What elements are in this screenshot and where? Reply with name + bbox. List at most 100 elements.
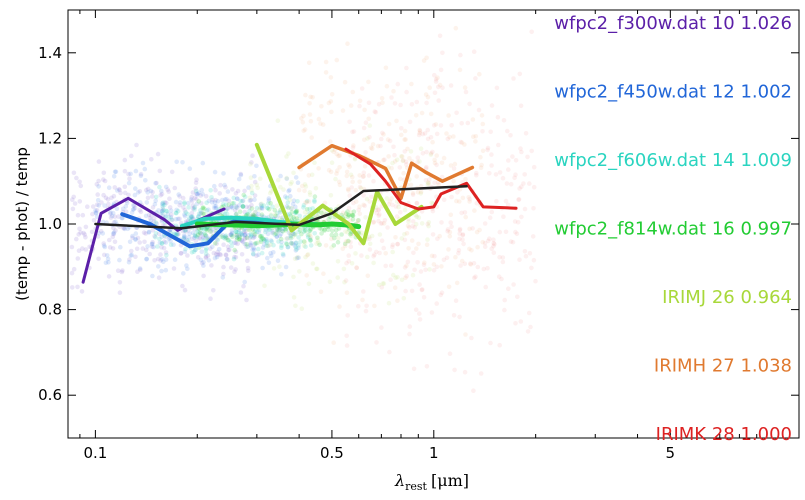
- scatter-point: [433, 76, 439, 82]
- scatter-point: [96, 184, 101, 189]
- scatter-point: [419, 110, 425, 116]
- scatter-point: [294, 216, 300, 221]
- scatter-point: [425, 221, 431, 227]
- y-tick-label: 1.2: [38, 129, 62, 147]
- scatter-point: [361, 289, 366, 294]
- scatter-point: [241, 192, 246, 198]
- scatter-point: [343, 213, 348, 218]
- scatter-point: [276, 239, 281, 244]
- scatter-point: [70, 206, 76, 212]
- scatter-point: [349, 213, 355, 218]
- scatter-point: [212, 204, 217, 209]
- scatter-point: [337, 304, 342, 309]
- scatter-point: [380, 281, 386, 286]
- scatter-point: [200, 211, 206, 216]
- scatter-point: [200, 205, 206, 210]
- scatter-point: [118, 244, 123, 250]
- y-axis-label: (temp - phot) / temp: [13, 147, 31, 301]
- scatter-point: [399, 132, 404, 138]
- scatter-point: [315, 237, 321, 243]
- x-tick-label: 5: [666, 444, 676, 462]
- scatter-point: [166, 215, 172, 220]
- scatter-point: [331, 340, 337, 346]
- scatter-point: [150, 190, 155, 195]
- scatter-point: [307, 228, 312, 234]
- scatter-point: [188, 214, 194, 220]
- scatter-point: [313, 186, 319, 191]
- scatter-point: [331, 149, 336, 154]
- scatter-point: [434, 131, 440, 137]
- scatter-point: [198, 211, 203, 216]
- scatter-point: [198, 208, 203, 213]
- scatter-point: [224, 257, 230, 262]
- scatter-point: [365, 273, 371, 279]
- scatter-point: [421, 58, 427, 63]
- scatter-point: [343, 229, 348, 234]
- scatter-point: [177, 216, 182, 222]
- scatter-point: [308, 234, 314, 240]
- scatter-point: [266, 196, 272, 201]
- scatter-point: [309, 172, 315, 178]
- scatter-point: [457, 226, 463, 232]
- scatter-point: [185, 266, 190, 272]
- scatter-point: [526, 310, 532, 316]
- scatter-point: [320, 122, 326, 127]
- scatter-point: [472, 275, 477, 281]
- scatter-point: [346, 259, 352, 264]
- scatter-point: [462, 85, 468, 90]
- scatter-point: [206, 207, 211, 212]
- scatter-point: [268, 213, 274, 218]
- scatter-point: [295, 180, 301, 185]
- scatter-point: [259, 203, 265, 209]
- scatter-point: [115, 268, 121, 274]
- scatter-point: [468, 261, 473, 266]
- scatter-point: [197, 235, 202, 240]
- scatter-point: [248, 234, 254, 240]
- scatter-point: [452, 367, 457, 373]
- scatter-point: [244, 212, 250, 217]
- scatter-point: [369, 233, 375, 239]
- scatter-point: [451, 178, 456, 184]
- scatter-point: [234, 196, 240, 201]
- scatter-point: [328, 193, 334, 198]
- scatter-point: [388, 277, 393, 283]
- scatter-point: [366, 116, 372, 122]
- scatter-point: [385, 225, 390, 230]
- scatter-point: [264, 243, 269, 248]
- scatter-point: [457, 67, 463, 73]
- scatter-point: [102, 203, 107, 208]
- scatter-point: [220, 232, 225, 238]
- scatter-point: [504, 181, 510, 186]
- scatter-point: [304, 199, 310, 205]
- scatter-point: [423, 267, 428, 273]
- scatter-point: [407, 156, 412, 161]
- scatter-point: [223, 235, 229, 240]
- scatter-point: [172, 185, 178, 191]
- scatter-point: [160, 208, 165, 214]
- scatter-point: [209, 195, 214, 200]
- scatter-point: [142, 166, 148, 172]
- scatter-point: [299, 116, 304, 121]
- scatter-point: [434, 301, 440, 306]
- scatter-point: [310, 95, 315, 100]
- scatter-point: [462, 210, 468, 215]
- scatter-point: [261, 237, 267, 242]
- scatter-point: [409, 81, 414, 87]
- scatter-point: [336, 179, 342, 185]
- scatter-point: [173, 199, 179, 205]
- scatter-point: [95, 192, 100, 197]
- y-tick-label: 1.0: [38, 215, 62, 233]
- scatter-point: [404, 263, 409, 269]
- scatter-point: [194, 177, 199, 182]
- scatter-point: [519, 214, 524, 220]
- scatter-point: [289, 209, 295, 215]
- scatter-point: [386, 300, 392, 306]
- scatter-point: [177, 200, 183, 205]
- scatter-point: [78, 183, 84, 189]
- scatter-point: [159, 241, 165, 246]
- scatter-point: [177, 194, 182, 199]
- scatter-point: [145, 190, 150, 195]
- scatter-point: [213, 252, 219, 257]
- scatter-point: [515, 219, 521, 225]
- scatter-point: [393, 275, 398, 281]
